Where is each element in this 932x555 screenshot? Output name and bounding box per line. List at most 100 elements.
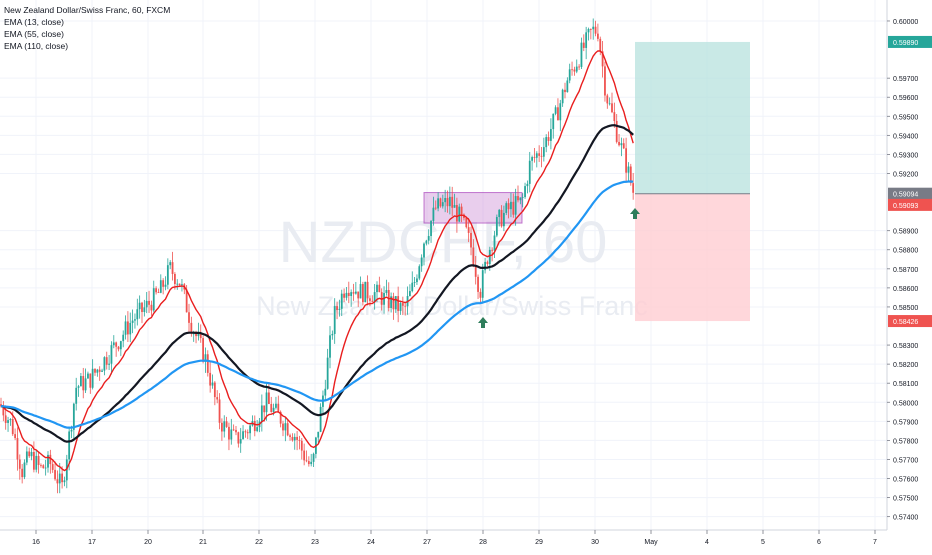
price-label-tag[interactable] [888, 315, 932, 328]
candle-body [474, 265, 477, 277]
candle-body [176, 283, 179, 285]
candle-body [216, 397, 219, 400]
candle-body [239, 439, 242, 444]
candle-body [54, 469, 56, 480]
ema-55-line[interactable] [0, 124, 634, 443]
candle-body [456, 205, 458, 222]
candle-body [235, 429, 237, 433]
candle-body [559, 103, 562, 121]
candle-body [347, 292, 350, 296]
candle-body [145, 300, 148, 308]
candle-body [571, 69, 573, 71]
ema-110-line[interactable] [0, 180, 634, 429]
candle-body [542, 147, 545, 157]
candle-body [317, 431, 320, 438]
ema55-legend[interactable]: EMA (55, close) [4, 29, 64, 39]
candle-body [554, 107, 557, 114]
time-tick-label: May [644, 539, 658, 546]
candle-body [277, 403, 280, 412]
buy-arrow-marker[interactable] [478, 317, 488, 328]
price-tick-label: 0.58900 [893, 229, 918, 236]
candle-body [188, 312, 190, 323]
candle-body [141, 302, 143, 313]
candle-body [514, 196, 517, 215]
time-tick-label: 22 [255, 539, 263, 546]
price-tick-label: 0.59500 [893, 114, 918, 121]
candle-body [110, 345, 113, 364]
profit-target-zone[interactable] [635, 41, 750, 194]
symbol-title[interactable]: New Zealand Dollar/Swiss Franc, 60, FXCM [4, 5, 171, 15]
candle-body [535, 153, 538, 158]
candle-body [594, 26, 597, 34]
candle-body [18, 459, 21, 469]
candle-body [221, 422, 223, 432]
candle-body [96, 369, 99, 373]
candle-body [448, 196, 451, 207]
candle-body [620, 143, 623, 146]
candle-body [272, 407, 275, 412]
candle-body [47, 454, 49, 468]
time-tick-label: 5 [761, 539, 765, 546]
time-tick-label: 6 [817, 539, 821, 546]
price-tick-label: 0.60000 [893, 19, 918, 26]
candle-body [91, 368, 94, 388]
price-label-text: 0.59890 [893, 40, 918, 47]
candle-body [11, 419, 14, 435]
candle-body [566, 80, 569, 93]
candle-body [94, 368, 96, 373]
candle-body [28, 451, 31, 457]
candle-body [340, 293, 343, 309]
candle-body [298, 439, 301, 441]
candle-body [138, 302, 141, 310]
candle-body [4, 415, 7, 423]
candle-body [500, 209, 503, 227]
candle-body [329, 335, 331, 358]
candle-body [441, 202, 444, 207]
candle-body [23, 462, 26, 478]
candle-body [425, 240, 428, 244]
price-label-tag[interactable] [888, 198, 932, 211]
candle-body [21, 468, 24, 478]
price-tick-label: 0.58000 [893, 400, 918, 407]
price-tick-label: 0.59300 [893, 152, 918, 159]
price-tick-label: 0.57700 [893, 457, 918, 464]
candle-body [517, 196, 519, 201]
candle-body [592, 26, 595, 30]
ema110-legend[interactable]: EMA (110, close) [4, 41, 69, 51]
buy-arrow-marker[interactable] [630, 208, 640, 219]
price-label-text: 0.58426 [893, 319, 918, 326]
candle-body [427, 236, 430, 241]
candle-body [333, 306, 336, 334]
candle-body [213, 382, 216, 398]
candle-body [275, 403, 277, 408]
candle-body [413, 282, 416, 283]
candle-body [434, 207, 437, 209]
candle-body [604, 66, 606, 96]
price-tick-label: 0.57500 [893, 496, 918, 503]
candle-body [336, 306, 338, 311]
ema13-legend[interactable]: EMA (13, close) [4, 17, 64, 27]
candle-body [312, 453, 315, 462]
stop-loss-zone[interactable] [635, 193, 750, 322]
candle-body [209, 372, 212, 386]
candle-body [108, 363, 110, 365]
candle-body [538, 153, 541, 156]
candle-body [573, 69, 576, 72]
ema-13-line[interactable] [0, 50, 634, 472]
candle-body [601, 51, 604, 67]
candle-body [622, 143, 625, 149]
candle-body [420, 257, 423, 267]
price-label-tag[interactable] [888, 187, 932, 200]
candle-body [33, 451, 35, 470]
time-tick-label: 21 [199, 539, 207, 546]
time-tick-label: 16 [32, 539, 40, 546]
candle-body [119, 341, 122, 350]
candle-body [293, 436, 296, 441]
price-label-text: 0.59094 [893, 192, 918, 199]
price-label-tag[interactable] [888, 35, 932, 48]
candle-body [465, 217, 468, 228]
candle-body [148, 300, 150, 305]
candle-body [44, 467, 47, 469]
